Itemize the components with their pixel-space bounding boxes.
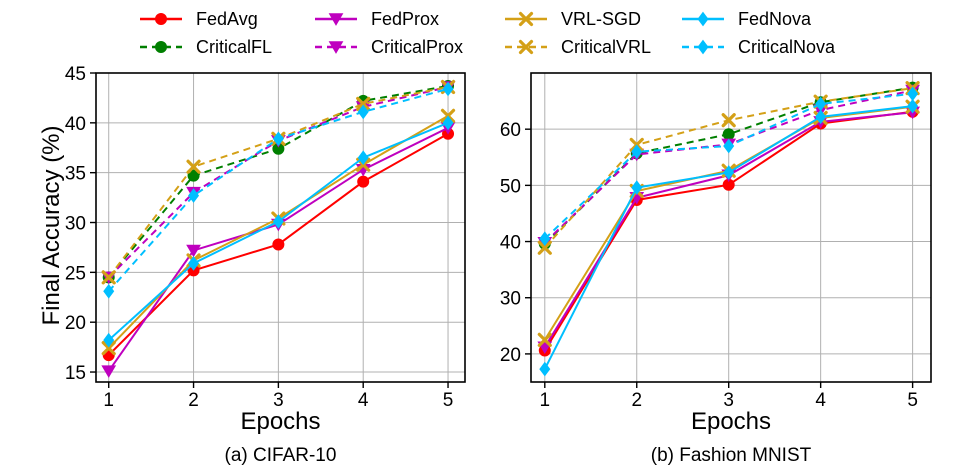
legend-item-fedprox: FedProx	[315, 9, 439, 29]
point-fednova-5	[907, 98, 919, 114]
y-tick-label-20: 20	[500, 345, 521, 366]
legend-marker-criticalprox	[328, 41, 344, 54]
x-tick-label-5: 5	[443, 390, 454, 411]
legend-label-criticalnova: CriticalNova	[738, 37, 836, 57]
point-criticalvrl-2	[186, 159, 201, 174]
point-fednova-2	[631, 180, 643, 195]
point-criticalvrl-1	[101, 270, 116, 285]
legend-marker-criticalfl	[155, 41, 167, 53]
chart-caption: (b) Fashion MNIST	[651, 445, 812, 466]
legend-label-fednova: FedNova	[738, 9, 812, 29]
y-tick-label-35: 35	[65, 164, 86, 185]
legend-label-fedavg: FedAvg	[196, 9, 258, 29]
point-fedprox-1	[101, 365, 117, 378]
point-fedavg-3	[272, 238, 285, 251]
y-tick-label-40: 40	[65, 114, 86, 135]
point-fednova-1	[539, 361, 551, 377]
legend-label-criticalfl: CriticalFL	[196, 37, 272, 57]
x-tick-label-4: 4	[358, 390, 369, 411]
legend-item-fedavg: FedAvg	[140, 9, 258, 29]
point-fedavg-4	[357, 175, 370, 188]
y-tick-label-60: 60	[500, 120, 521, 141]
legend-marker-vrlsgd	[518, 11, 534, 27]
plot-frame	[95, 72, 466, 383]
legend-item-fednova: FedNova	[682, 9, 812, 29]
plot-frame	[530, 72, 932, 383]
y-axis-title: Final Accuracy (%)	[38, 125, 65, 325]
point-fednova-2	[188, 256, 200, 271]
legend-label-fedprox: FedProx	[371, 9, 439, 29]
point-fednova-1	[103, 332, 115, 348]
y-tick-label-20: 20	[65, 313, 86, 334]
legend-marker-fedprox	[328, 13, 344, 26]
legend-item-criticalprox: CriticalProx	[315, 37, 463, 57]
legend-item-criticalvrl: CriticalVRL	[505, 37, 651, 57]
y-tick-label-40: 40	[500, 233, 521, 254]
point-criticalnova-1	[539, 231, 551, 247]
series-criticalnova	[103, 81, 454, 299]
point-criticalnova-4	[357, 104, 369, 120]
point-fednova-4	[815, 109, 827, 125]
point-criticalnova-5	[442, 81, 454, 97]
legend-item-criticalfl: CriticalFL	[140, 37, 272, 57]
point-fednova-3	[723, 165, 735, 180]
legend-marker-criticalvrl	[518, 39, 534, 55]
x-axis-title: Epochs	[691, 408, 771, 435]
point-criticalnova-3	[272, 131, 284, 147]
point-criticalnova-1	[103, 283, 115, 299]
x-axis-title: Epochs	[240, 408, 320, 435]
x-tick-label-1: 1	[540, 390, 551, 411]
point-criticalnova-3	[723, 138, 735, 154]
point-vrlsgd-1	[101, 341, 116, 356]
series-fednova	[103, 115, 454, 348]
series-fednova	[539, 98, 919, 377]
point-fedprox-2	[186, 244, 201, 258]
y-tick-label-15: 15	[65, 363, 86, 384]
series-criticalnova	[539, 86, 919, 247]
legend-label-criticalvrl: CriticalVRL	[561, 37, 651, 57]
point-criticalfl-3	[722, 128, 735, 141]
point-fednova-3	[272, 214, 284, 229]
legend-marker-criticalnova	[697, 39, 709, 55]
y-tick-label-30: 30	[500, 289, 521, 310]
legend-item-vrlsgd: VRL-SGD	[505, 9, 641, 29]
legend: FedAvg FedProx VRL-SGD FedNova CriticalFL Cri…	[140, 9, 836, 57]
legend-marker-fednova	[697, 11, 709, 27]
x-tick-label-3: 3	[273, 390, 284, 411]
legend-label-vrlsgd: VRL-SGD	[561, 9, 641, 29]
x-tick-label-2: 2	[631, 390, 642, 411]
point-criticalvrl-1	[537, 240, 552, 255]
point-fednova-4	[357, 150, 369, 166]
y-tick-label-50: 50	[500, 176, 521, 197]
x-tick-label-1: 1	[103, 390, 114, 411]
point-fednova-5	[442, 115, 454, 131]
x-tick-label-5: 5	[907, 390, 918, 411]
x-tick-label-2: 2	[188, 390, 199, 411]
point-criticalfl-2	[187, 169, 200, 182]
point-criticalnova-2	[631, 144, 643, 159]
point-criticalvrl-4	[356, 96, 371, 111]
point-criticalvrl-3	[721, 113, 736, 128]
x-tick-label-4: 4	[815, 390, 826, 411]
point-criticalnova-2	[188, 188, 200, 203]
legend-marker-fedavg	[155, 13, 167, 25]
series-fedavg	[102, 127, 455, 362]
y-tick-label-30: 30	[65, 214, 86, 235]
y-tick-label-45: 45	[65, 64, 86, 85]
chart-fashion-mnist: 20 30 40 50 60 1 2 3 4 5 Epochs (b) Fashion MNIST	[500, 72, 932, 466]
x-tick-label-3: 3	[723, 390, 734, 411]
legend-label-criticalprox: CriticalProx	[371, 37, 463, 57]
chart-caption: (a) CIFAR-10	[225, 445, 337, 466]
y-tick-label-25: 25	[65, 263, 86, 284]
point-vrlsgd-1	[537, 332, 552, 347]
legend-item-criticalnova: CriticalNova	[682, 37, 836, 57]
